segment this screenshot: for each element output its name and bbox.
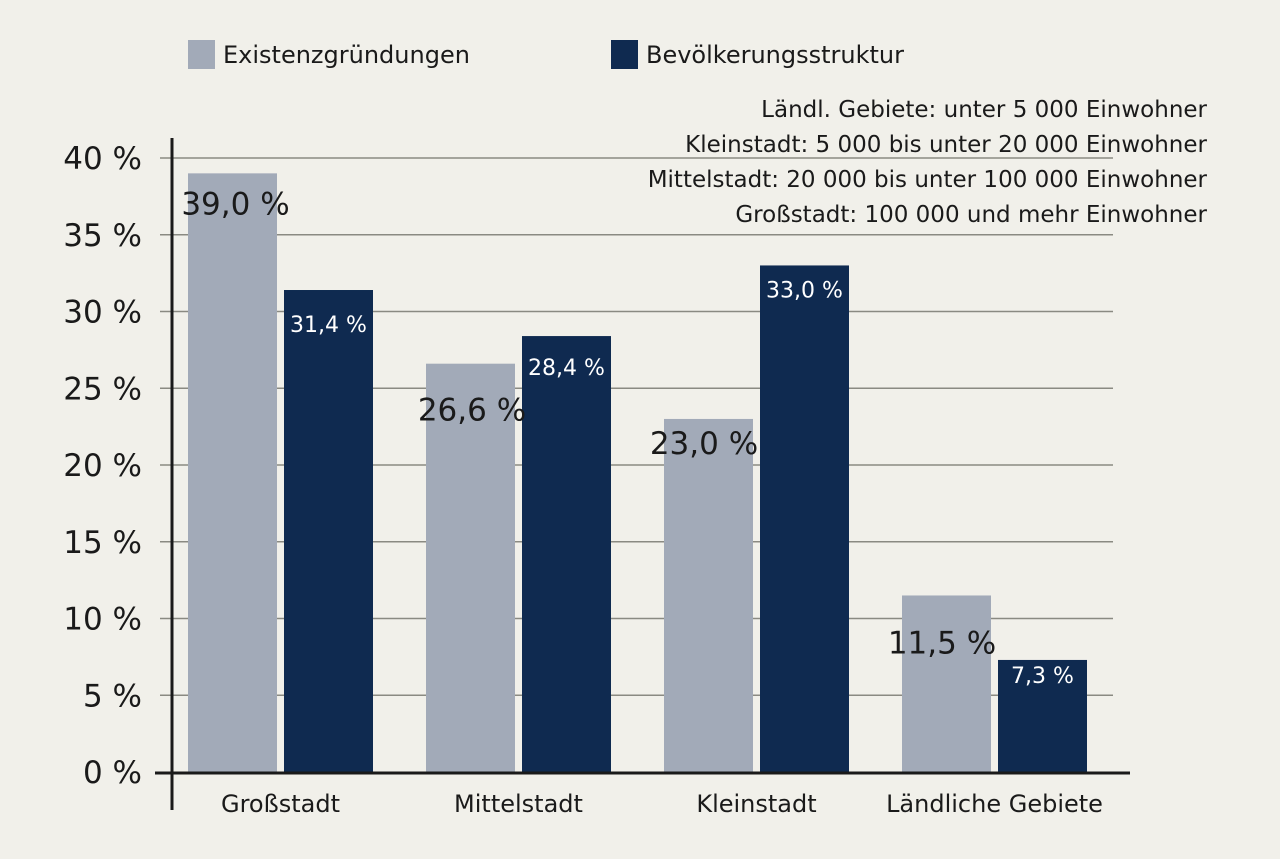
data-label: 31,4 % <box>290 313 367 338</box>
bar-existenzgruendungen <box>426 363 515 772</box>
y-tick-label: 10 % <box>63 602 142 638</box>
bar-existenzgruendungen <box>664 418 753 772</box>
legend-swatch <box>611 40 638 69</box>
bar-bevoelkerungsstruktur <box>760 265 849 772</box>
annotation-text: Kleinstadt: 5 000 bis unter 20 000 Einwo… <box>685 132 1207 158</box>
data-label: 33,0 % <box>766 278 843 303</box>
data-labels: 39,0 % 31,4 % 26,6 %28,4 % 23,0 % 33,0 % 11,5… <box>181 186 1074 689</box>
bar-bevoelkerungsstruktur <box>522 336 611 772</box>
x-tick-label: Kleinstadt <box>696 790 816 818</box>
data-label: 23,0 % <box>650 426 758 462</box>
y-tick-label: 35 % <box>63 218 142 254</box>
legend-swatch <box>188 40 215 69</box>
y-tick-label: 0 % <box>83 755 142 791</box>
bar-bevoelkerungsstruktur <box>998 659 1087 772</box>
data-label: 39,0 % <box>181 186 289 222</box>
x-tick-label: Mittelstadt <box>454 790 583 818</box>
data-label: 28,4 % <box>528 356 605 381</box>
annotation-text: Mittelstadt: 20 000 bis unter 100 000 Ei… <box>648 167 1208 193</box>
legend-label: Existenzgründungen <box>223 41 470 69</box>
data-label: 7,3 % <box>1011 664 1074 689</box>
y-tick-label: 20 % <box>63 448 142 484</box>
annotation-text: Ländl. Gebiete: unter 5 000 Einwohner <box>761 97 1207 123</box>
axes <box>155 138 1130 810</box>
bar-bevoelkerungsstruktur <box>284 290 373 772</box>
annotation-text: Großstadt: 100 000 und mehr Einwohner <box>735 202 1207 228</box>
bar-existenzgruendungen <box>902 595 991 772</box>
x-tick-label: Ländliche Gebiete <box>886 790 1103 818</box>
bar-existenzgruendungen <box>188 173 277 773</box>
data-label: 26,6 % <box>418 393 526 429</box>
y-tick-label: 30 % <box>63 295 142 331</box>
y-tick-label: 40 % <box>63 141 142 177</box>
legend: Existenzgründungen Bevölkerungsstruktur <box>188 40 904 69</box>
x-tick-label: Großstadt <box>221 790 340 818</box>
y-tick-label: 5 % <box>83 678 142 714</box>
y-tick-label: 25 % <box>63 371 142 407</box>
tick-labels: 0 % 5 % 10 % 15 % 20 % 25 % 30 % 35 % 40 % Großst… <box>63 141 1103 818</box>
legend-label: Bevölkerungsstruktur <box>646 41 904 69</box>
annotations: Ländl. Gebiete: unter 5 000 Einwohner Kle… <box>648 97 1208 228</box>
data-label: 11,5 % <box>888 625 996 661</box>
y-tick-label: 15 % <box>63 525 142 561</box>
bars <box>188 173 1087 773</box>
